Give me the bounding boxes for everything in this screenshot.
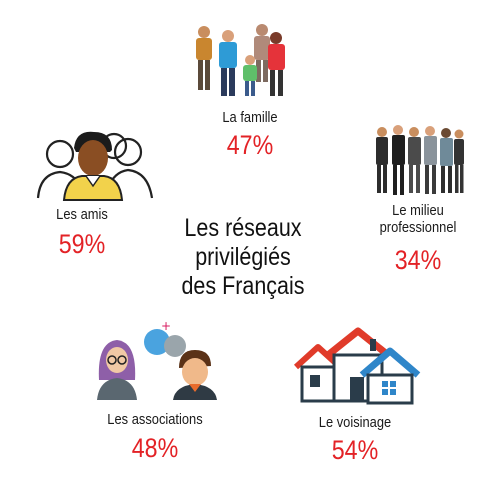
voisinage-percent: 54% <box>331 435 379 465</box>
famille-label: La famille <box>222 109 278 126</box>
family-icon <box>196 24 285 96</box>
famille-percent: 47% <box>226 130 274 160</box>
amis-label: Les amis <box>56 206 108 223</box>
page-title: Les réseaux privilégiés des Français <box>179 214 308 301</box>
associations-label: Les associations <box>107 411 203 428</box>
title-line-1: Les réseaux <box>184 214 302 242</box>
pro-label-line-2: professionnel <box>379 219 457 237</box>
pro-label: Le milieu professionnel <box>371 202 466 237</box>
pro-percent: 34% <box>394 245 442 275</box>
voisinage-label: Le voisinage <box>318 414 392 431</box>
houses-icon <box>293 327 421 405</box>
friends-group-icon <box>36 131 154 201</box>
amis-percent: 59% <box>58 229 106 259</box>
title-line-3: des Français <box>181 272 305 300</box>
associations-people-icon: + <box>97 319 217 400</box>
associations-percent: 48% <box>131 433 179 463</box>
title-line-2: privilégiés <box>195 243 291 271</box>
svg-text:+: + <box>161 319 171 333</box>
business-people-icon <box>376 125 464 195</box>
pro-label-line-1: Le milieu <box>392 202 444 219</box>
